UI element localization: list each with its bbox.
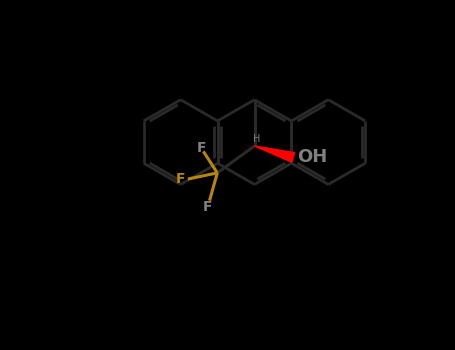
Text: OH: OH bbox=[297, 148, 328, 167]
Text: H: H bbox=[253, 134, 261, 144]
Text: F: F bbox=[176, 172, 186, 186]
Text: F: F bbox=[196, 141, 206, 155]
Polygon shape bbox=[254, 146, 295, 162]
Text: F: F bbox=[203, 200, 213, 214]
